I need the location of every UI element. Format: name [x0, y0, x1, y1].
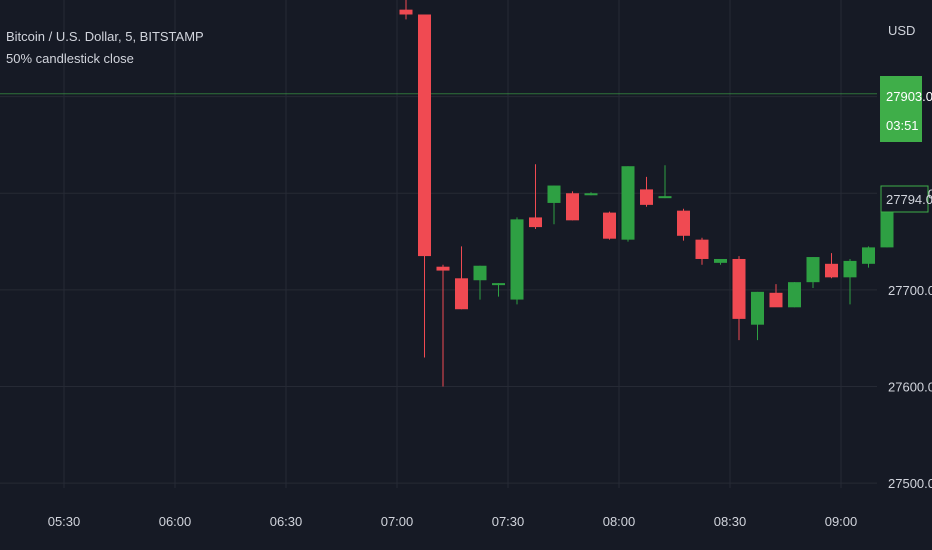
candle-body[interactable]: [584, 193, 598, 196]
candle-body[interactable]: [529, 217, 542, 228]
candle-down[interactable]: [695, 237, 709, 265]
countdown-timer: 03:51: [886, 118, 919, 133]
candle-body[interactable]: [418, 14, 431, 257]
candle-body[interactable]: [621, 166, 635, 240]
last-price-value: 27903.00: [886, 89, 932, 104]
time-tick-label: 08:30: [714, 514, 747, 529]
time-tick-label: 07:30: [492, 514, 525, 529]
candle-up[interactable]: [621, 166, 635, 242]
price-marker: 27794.00: [880, 185, 932, 213]
time-tick-label: 09:00: [825, 514, 858, 529]
candle-body[interactable]: [640, 189, 653, 205]
candle-body[interactable]: [658, 196, 672, 199]
candle-down[interactable]: [677, 208, 690, 241]
time-tick-label: 07:00: [381, 514, 414, 529]
candle-body[interactable]: [510, 219, 524, 300]
time-tick-label: 05:30: [48, 514, 81, 529]
price-marker-box: [880, 185, 929, 213]
time-axis[interactable]: 05:30 06:00 06:30 07:00 07:30 08:00 08:30 09:00: [48, 514, 858, 529]
candle-down[interactable]: [399, 0, 413, 20]
candle-down[interactable]: [769, 284, 783, 308]
currency-label: USD: [888, 23, 915, 38]
symbol-title[interactable]: Bitcoin / U.S. Dollar, 5, BITSTAMP: [6, 29, 204, 44]
time-tick-label: 06:00: [159, 514, 192, 529]
candle-body[interactable]: [769, 292, 783, 308]
price-marker-value: 27794.00: [886, 192, 932, 207]
candle-down[interactable]: [732, 256, 746, 341]
candle-body[interactable]: [399, 9, 413, 15]
candle-up[interactable]: [510, 217, 524, 305]
candle-up[interactable]: [584, 192, 598, 196]
candle-up[interactable]: [843, 258, 857, 305]
candle-up[interactable]: [473, 265, 487, 300]
candles[interactable]: [399, 0, 894, 387]
candle-up[interactable]: [658, 165, 672, 199]
candle-up[interactable]: [806, 257, 820, 288]
candle-down[interactable]: [455, 246, 468, 310]
candle-body[interactable]: [695, 239, 709, 259]
last-price-badge-bg: [880, 76, 922, 142]
candle-down[interactable]: [603, 211, 616, 240]
chart-legend: Bitcoin / U.S. Dollar, 5, BITSTAMP 50% c…: [6, 26, 204, 70]
last-price-badge: 27903.00 03:51: [880, 76, 932, 142]
candle-body[interactable]: [732, 258, 746, 319]
candle-up[interactable]: [751, 291, 764, 341]
candle-body[interactable]: [566, 193, 579, 221]
candle-body[interactable]: [880, 202, 894, 248]
candle-body[interactable]: [843, 260, 857, 278]
indicator-label[interactable]: 50% candlestick close: [6, 51, 134, 66]
candle-down[interactable]: [436, 264, 450, 387]
candle-down[interactable]: [640, 176, 653, 207]
candle-body[interactable]: [677, 210, 690, 236]
candle-up[interactable]: [547, 185, 561, 225]
candle-body[interactable]: [825, 263, 838, 278]
time-tick-label: 08:00: [603, 514, 636, 529]
candle-up[interactable]: [788, 282, 801, 308]
candle-down[interactable]: [418, 14, 431, 358]
candle-body[interactable]: [806, 257, 820, 283]
price-tick-label: 27700.00: [888, 283, 932, 298]
candle-body[interactable]: [751, 291, 764, 325]
candle-body[interactable]: [492, 283, 505, 286]
candle-down[interactable]: [825, 253, 838, 279]
candle-up[interactable]: [492, 283, 505, 297]
candle-body[interactable]: [788, 282, 801, 308]
candle-down[interactable]: [566, 191, 579, 221]
candle-body[interactable]: [714, 258, 727, 263]
candle-body[interactable]: [436, 266, 450, 271]
candle-up[interactable]: [714, 258, 727, 265]
candle-up[interactable]: [862, 246, 875, 268]
candle-body[interactable]: [862, 247, 875, 264]
price-tick-label: 27600.00: [888, 380, 932, 395]
candle-body[interactable]: [603, 212, 616, 239]
time-tick-label: 06:30: [270, 514, 303, 529]
candle-body[interactable]: [473, 265, 487, 281]
price-tick-label: 27500.00: [888, 476, 932, 491]
candle-down[interactable]: [529, 164, 542, 230]
candle-body[interactable]: [547, 185, 561, 203]
candle-body[interactable]: [455, 278, 468, 310]
chart-grid: [0, 0, 877, 488]
